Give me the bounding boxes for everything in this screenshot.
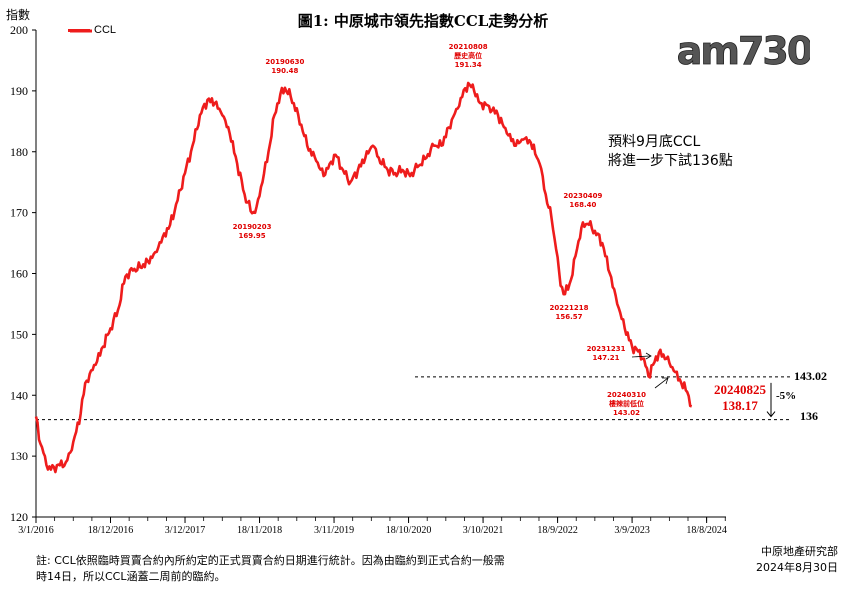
annotation-line: 147.21 [592,354,620,363]
annotation-pointer-head [662,377,669,385]
footnote-line-2: 時14日，所以CCL涵蓋二周前的臨約。 [36,570,226,583]
annotation-line: 156.57 [555,313,583,322]
annotation-line: 歷史高位 [454,51,483,60]
y-tick-label: 160 [10,267,28,281]
lower-ref-value: 136 [800,409,818,423]
x-tick-label: 18/9/2022 [537,525,578,536]
x-tick-label: 3/10/2021 [463,525,504,536]
am730-logo-graphic: am730 [676,24,814,73]
x-tick-label: 3/12/2017 [165,525,206,536]
annotation-line: 樓辣前低位 [608,399,644,408]
svg-text:am730: am730 [678,29,810,73]
legend-label: CCL [94,24,117,36]
annotation-label: 20210808 歷史高位 191.34 [449,43,488,70]
latest-value-label: 20240825 138.17 [714,382,766,414]
source-line-2: 2024年8月30日 [756,561,838,574]
latest-date: 20240825 [714,382,766,397]
annotation-line: 20190203 [232,222,272,231]
annotation-pointer-head [645,352,652,360]
annotation-line: 143.02 [612,408,640,417]
y-tick-label: 190 [10,84,28,98]
upper-ref-value: 143.02 [794,369,827,383]
x-tick-label: 18/8/2024 [686,525,727,536]
annotation-line: 20210808 [448,42,488,51]
annotation-line: 20230409 [563,192,603,201]
annotation-line: 169.95 [238,231,266,240]
annotation-line: 20231231 [586,345,626,354]
y-tick-label: 170 [10,206,28,220]
annotation-pointer [654,377,669,389]
y-tick-label: 150 [10,327,28,341]
annotation-line: 168.40 [569,201,597,210]
source-line-1: 中原地產研究部 [761,545,838,558]
ccl-series-line [34,81,693,474]
am730-logo: am730 [676,20,814,76]
annotation-line: 191.34 [454,60,482,69]
annotation-line: 20240310 [607,390,646,399]
y-tick-label: 130 [10,449,28,463]
x-tick-label: 18/12/2016 [88,525,134,536]
annotation-label: 20190630 190.48 [265,58,304,76]
forecast-line-2: 將進一步下試136點 [608,153,733,169]
y-tick-label: 180 [10,145,28,159]
footnote-line-1: 註: CCL依照臨時買賣合約內所約定的正式買賣合約日期進行統計。因為由臨約到正式… [36,554,505,567]
latest-value: 138.17 [722,398,758,413]
chart-title: 圖1: 中原城市領先指數CCL走勢分析 [297,12,549,30]
x-tick-label: 18/11/2018 [237,525,282,536]
footnote: 註: CCL依照臨時買賣合約內所約定的正式買賣合約日期進行統計。因為由臨約到正式… [36,553,505,585]
annotation-label: 20221218 156.57 [550,304,589,322]
annotation-label: 20240310 樓辣前低位 143.02 [607,391,646,418]
source: 中原地產研究部 2024年8月30日 [756,544,838,576]
x-tick-label: 3/1/2016 [18,525,54,536]
y-axis-label: 指數 [6,8,31,22]
annotation-label: 20190203 169.95 [233,223,272,241]
annotation-line: 20221218 [549,304,589,313]
annotation-label: 20230409 168.40 [563,192,602,210]
legend: CCL [68,24,116,36]
annotation-line: 190.48 [271,66,299,75]
decline-percent: -5% [776,390,797,402]
legend-swatch [68,28,90,32]
annotation-pointer [631,355,651,358]
x-tick-label: 18/10/2020 [386,525,432,536]
forecast-line-1: 預料9月底CCL [608,134,701,150]
y-tick-label: 200 [10,23,28,37]
y-tick-label: 140 [10,388,28,402]
annotation-line: 20190630 [265,57,305,66]
annotation-label: 20231231 147.21 [587,345,626,363]
forecast-note: 預料9月底CCL 將進一步下試136點 [608,133,733,171]
x-tick-label: 3/11/2019 [314,525,354,536]
x-tick-label: 3/9/2023 [614,525,650,536]
y-tick-label: 120 [10,510,28,524]
decline-arrow-head [766,411,776,418]
